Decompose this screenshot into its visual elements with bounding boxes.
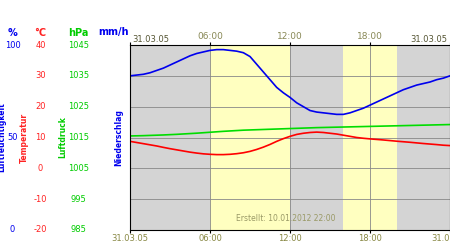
Text: mm/h: mm/h	[98, 28, 129, 38]
Text: Luftfeuchtigkeit: Luftfeuchtigkeit	[0, 102, 6, 172]
Text: Luftdruck: Luftdruck	[58, 116, 68, 158]
Bar	[210, 45, 290, 230]
Text: 31.03.05: 31.03.05	[132, 35, 169, 44]
Text: 1035: 1035	[68, 71, 89, 80]
Bar	[343, 45, 397, 230]
Text: 20: 20	[35, 102, 46, 111]
Text: -10: -10	[34, 195, 47, 204]
Text: 30: 30	[35, 71, 46, 80]
Text: 100: 100	[4, 40, 21, 50]
Text: 0: 0	[38, 164, 43, 173]
Text: -20: -20	[34, 226, 47, 234]
Text: hPa: hPa	[68, 28, 89, 38]
Text: 10: 10	[35, 133, 46, 142]
Text: 995: 995	[71, 195, 86, 204]
Text: 0: 0	[10, 226, 15, 234]
Text: 1025: 1025	[68, 102, 89, 111]
Text: 31.03.05: 31.03.05	[411, 35, 448, 44]
Text: %: %	[8, 28, 18, 38]
Text: Erstellt: 10.01.2012 22:00: Erstellt: 10.01.2012 22:00	[236, 214, 335, 222]
Text: °C: °C	[35, 28, 46, 38]
Text: Niederschlag: Niederschlag	[115, 109, 124, 166]
Text: 50: 50	[7, 133, 18, 142]
Text: 1015: 1015	[68, 133, 89, 142]
Text: 1005: 1005	[68, 164, 89, 173]
Text: Temperatur: Temperatur	[20, 112, 29, 162]
Text: 985: 985	[71, 226, 87, 234]
Text: 1045: 1045	[68, 40, 89, 50]
Text: 40: 40	[35, 40, 46, 50]
